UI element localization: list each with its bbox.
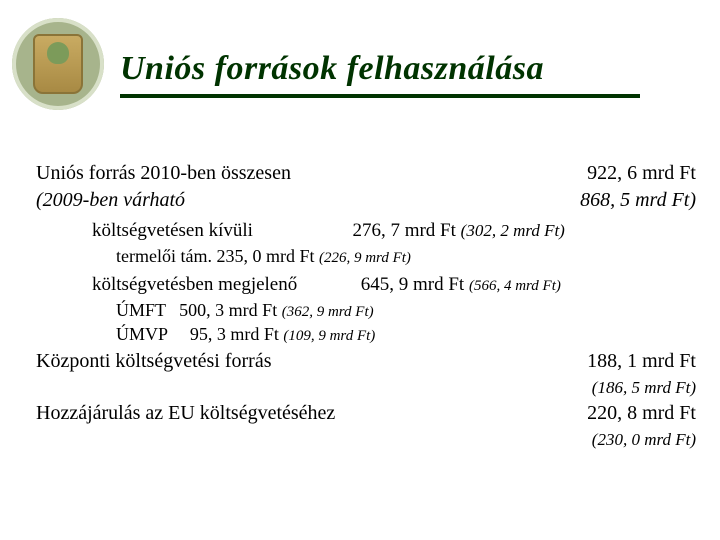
paren-umft: (362, 9 mrd Ft) [282,304,374,320]
row-umft: ÚMFT 500, 3 mrd Ft (362, 9 mrd Ft) [116,298,696,322]
logo-ring [12,18,104,110]
row-eu-contribution: Hozzájárulás az EU költségvetéséhez 220,… [36,400,696,427]
value-total-2010: 922, 6 mrd Ft [575,160,696,187]
paren-inbudget: (566, 4 mrd Ft) [469,278,561,294]
value-inbudget: 645, 9 mrd Ft [361,274,464,295]
slide-title: Uniós források felhasználása [120,50,690,88]
label-offbudget: költségvetésen kívüli [92,220,253,241]
label-umvp: ÚMVP 95, 3 mrd Ft [116,324,279,344]
paren-producer-support: (226, 9 mrd Ft) [319,250,411,266]
row-inbudget: költségvetésben megjelenő 645, 9 mrd Ft … [92,272,696,298]
value-offbudget: 276, 7 mrd Ft [352,220,455,241]
label-central-budget: Központi költségvetési forrás [36,348,575,375]
row-umvp: ÚMVP 95, 3 mrd Ft (109, 9 mrd Ft) [116,322,696,346]
value-2009-expected: 868, 5 mrd Ft) [568,187,696,214]
row-central-budget: Központi költségvetési forrás 188, 1 mrd… [36,348,696,375]
row-total-2010: Uniós forrás 2010-ben összesen 922, 6 mr… [36,160,696,187]
label-producer-support: termelői tám. 235, 0 mrd Ft [116,246,314,266]
label-umft: ÚMFT 500, 3 mrd Ft [116,300,277,320]
label-inbudget: költségvetésben megjelenő [92,274,297,295]
title-underline [120,94,640,98]
paren-central-budget: (186, 5 mrd Ft) [36,377,696,400]
paren-umvp: (109, 9 mrd Ft) [283,328,375,344]
label-total-2010: Uniós forrás 2010-ben összesen [36,160,575,187]
slide: Uniós források felhasználása Uniós forrá… [0,0,720,540]
ministry-logo [12,18,104,110]
content-block: Uniós forrás 2010-ben összesen 922, 6 mr… [36,160,696,452]
logo-shield-icon [33,34,83,94]
title-block: Uniós források felhasználása [120,50,690,98]
value-central-budget: 188, 1 mrd Ft [575,348,696,375]
label-2009-expected: (2009-ben várható [36,187,568,214]
paren-eu-contribution: (230, 0 mrd Ft) [36,429,696,452]
paren-offbudget: (302, 2 mrd Ft) [461,221,565,240]
row-2009-expected: (2009-ben várható 868, 5 mrd Ft) [36,187,696,214]
row-producer-support: termelői tám. 235, 0 mrd Ft (226, 9 mrd … [116,244,696,268]
label-eu-contribution: Hozzájárulás az EU költségvetéséhez [36,400,575,427]
value-eu-contribution: 220, 8 mrd Ft [575,400,696,427]
row-offbudget: költségvetésen kívüli 276, 7 mrd Ft (302… [92,218,696,244]
